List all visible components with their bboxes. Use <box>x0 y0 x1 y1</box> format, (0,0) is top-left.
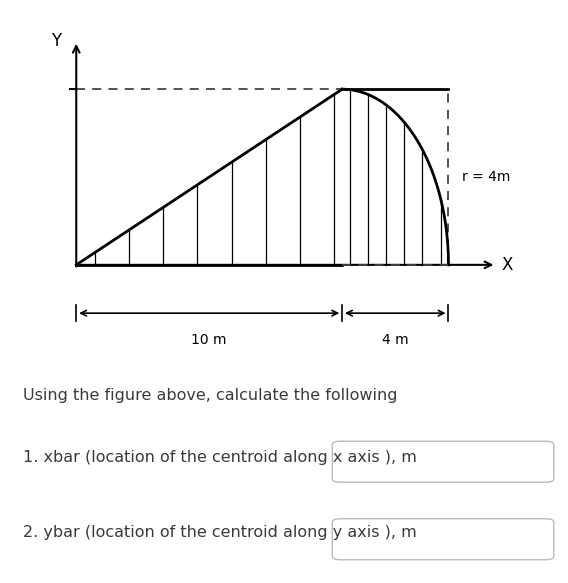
Text: 4 m: 4 m <box>382 333 408 347</box>
Text: X: X <box>502 256 513 274</box>
Text: 10 m: 10 m <box>191 333 227 347</box>
Polygon shape <box>76 89 449 265</box>
Text: Y: Y <box>52 32 62 50</box>
Text: r = 4m: r = 4m <box>462 170 510 184</box>
FancyBboxPatch shape <box>332 519 554 560</box>
Text: 2. ybar (location of the centroid along y axis ), m: 2. ybar (location of the centroid along … <box>23 525 416 540</box>
Text: Using the figure above, calculate the following: Using the figure above, calculate the fo… <box>23 388 397 403</box>
Text: 1. xbar (location of the centroid along x axis ), m: 1. xbar (location of the centroid along … <box>23 450 416 465</box>
FancyBboxPatch shape <box>332 441 554 482</box>
